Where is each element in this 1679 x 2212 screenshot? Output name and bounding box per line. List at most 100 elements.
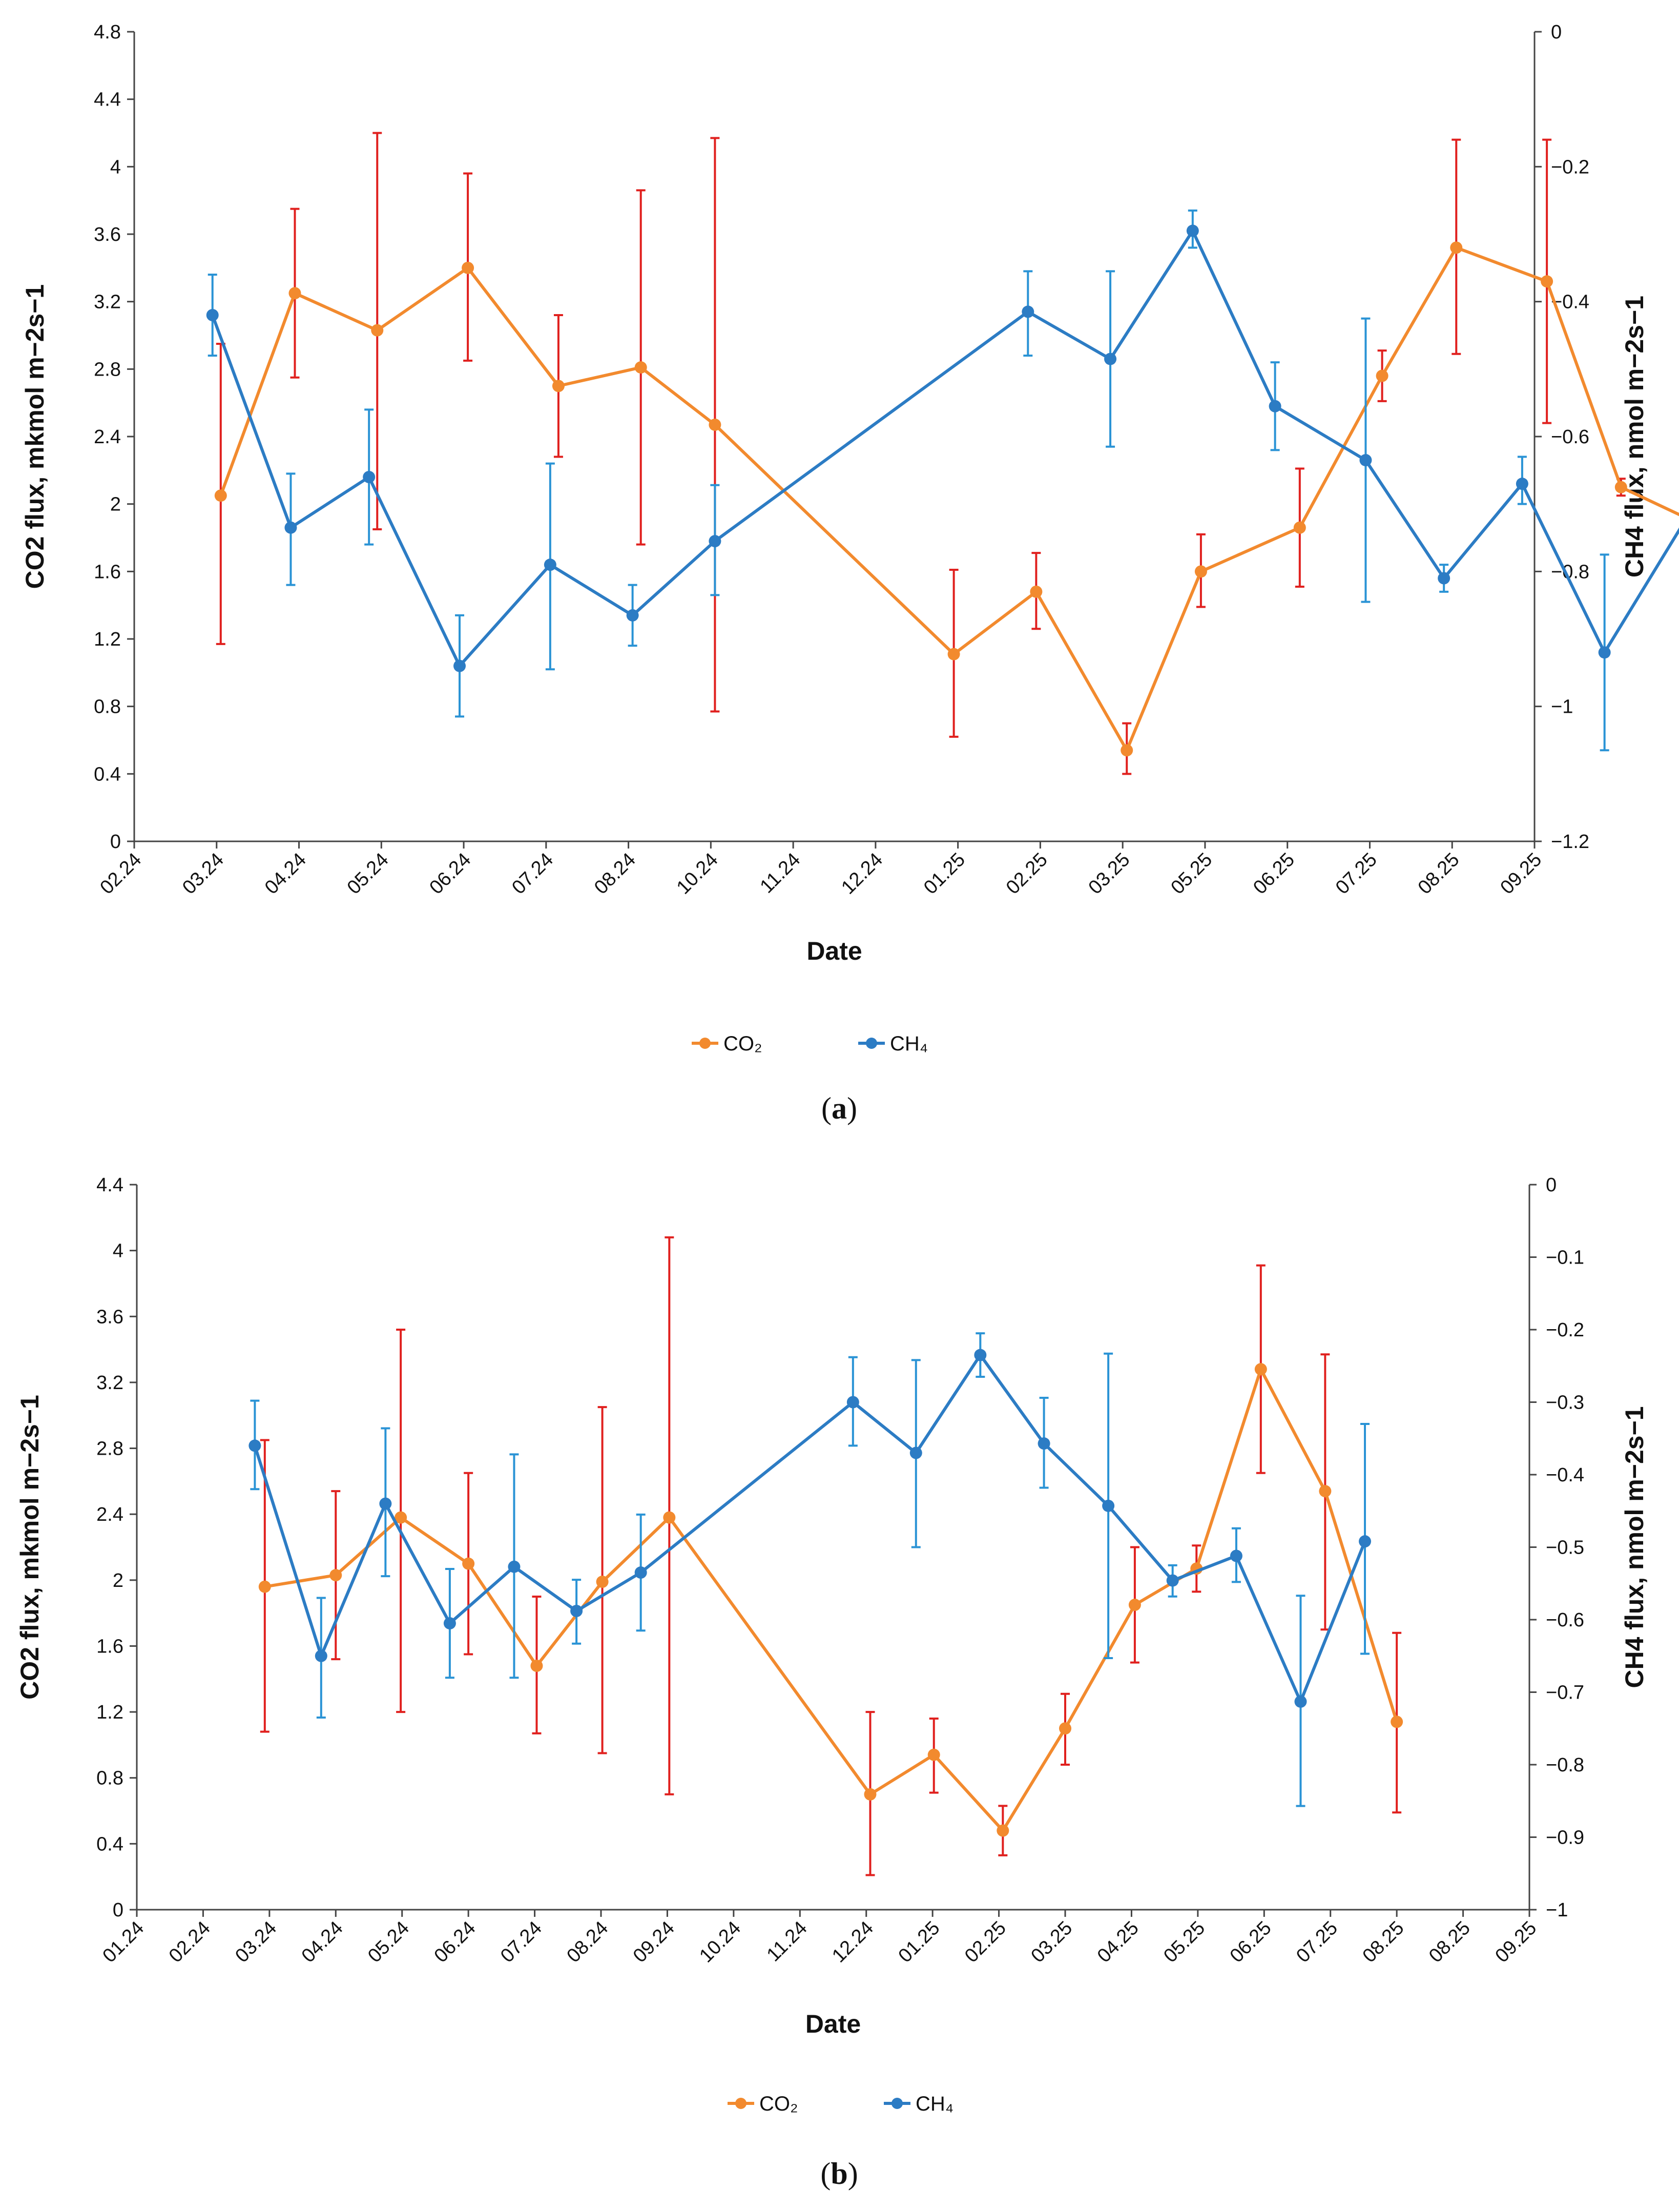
- ch4-data-point: [1022, 305, 1034, 318]
- co2-data-point: [663, 1511, 676, 1524]
- panel-label: (b): [820, 2157, 858, 2190]
- co2-data-point: [1541, 275, 1553, 288]
- left-y-tick-label: 2.4: [94, 426, 121, 448]
- co2-data-point: [371, 324, 384, 337]
- left-y-tick-label: 0: [113, 1899, 123, 1921]
- x-tick-label: 04.24: [298, 1917, 347, 1967]
- co2-data-point: [864, 1788, 877, 1801]
- co2-data-point: [1254, 1363, 1267, 1376]
- right-y-tick-label: −0.2: [1551, 156, 1589, 178]
- x-tick-label: 02.24: [96, 849, 146, 899]
- ch4-data-point: [1516, 478, 1528, 490]
- x-tick-label: 07.24: [496, 1917, 546, 1967]
- right-y-tick-label: −1: [1551, 696, 1573, 718]
- panel-label-close-paren: ): [847, 1091, 857, 1125]
- ch4-data-point: [315, 1649, 327, 1662]
- co2-data-point: [1391, 1715, 1403, 1728]
- ch4-data-point: [846, 1396, 859, 1409]
- ch4-data-point: [508, 1560, 521, 1573]
- left-y-tick-label: 0: [110, 831, 121, 853]
- left-y-tick-label: 1.6: [94, 561, 121, 583]
- right-y-tick-label: 0: [1551, 22, 1562, 43]
- x-tick-label: 10.24: [673, 849, 722, 899]
- panel-label-open-paren: (: [820, 2157, 831, 2190]
- x-tick-label: 02.25: [1002, 849, 1052, 899]
- x-tick-label: 03.24: [231, 1917, 281, 1967]
- left-y-tick-label: 0.8: [94, 696, 121, 718]
- co2-data-point: [258, 1580, 271, 1593]
- co2-data-point: [997, 1824, 1009, 1837]
- co2-data-point: [329, 1569, 342, 1582]
- co2-data-point: [709, 418, 721, 431]
- left-y-tick-label: 4.4: [96, 1174, 123, 1196]
- x-axis-title: Date: [805, 2010, 861, 2038]
- right-y-tick-label: −0.3: [1546, 1392, 1584, 1414]
- left-y-tick-label: 1.2: [96, 1702, 123, 1723]
- x-tick-label: 03.25: [1085, 849, 1134, 899]
- co2-data-point: [1128, 1599, 1141, 1611]
- right-y-tick-label: −0.9: [1546, 1827, 1584, 1849]
- co2-data-point: [1293, 521, 1306, 534]
- ch4-data-point: [1166, 1574, 1179, 1587]
- x-tick-label: 08.24: [590, 849, 640, 899]
- chart-panel-a: 0 0.4 0.8 1.2 1.6 2 2.4 2.8 3.2 3.6 4 4.4 4.8 −1.2 −1 −…: [20, 22, 1679, 1125]
- legend-ch4-swatch-marker: [866, 1038, 877, 1049]
- ch4-data-point: [379, 1497, 392, 1510]
- ch4-data-point: [1186, 224, 1199, 237]
- co2-data-point: [1059, 1722, 1071, 1735]
- ch4-series-line: [253, 1353, 1366, 1703]
- right-y-tick-label: 0: [1546, 1174, 1557, 1196]
- co2-data-point: [1121, 744, 1133, 757]
- x-tick-label: 06.25: [1226, 1917, 1276, 1967]
- ch4-data-point: [544, 559, 556, 571]
- co2-data-point: [1194, 565, 1207, 578]
- x-tick-label: 07.24: [508, 849, 557, 899]
- left-y-axis-title: CO2 flux, mkmol m−2s−1: [20, 284, 49, 589]
- x-tick-label: 08.24: [563, 1917, 612, 1967]
- x-tick-label: 01.24: [98, 1917, 148, 1967]
- legend-co2-label: CO₂: [759, 2093, 798, 2115]
- ch4-data-point: [363, 471, 376, 483]
- x-axis-title: Date: [806, 937, 862, 965]
- ch4-series-line: [211, 229, 1679, 668]
- co2-data-point: [1376, 369, 1388, 382]
- ch4-data-point: [443, 1617, 456, 1630]
- x-tick-label: 03.25: [1027, 1917, 1076, 1967]
- co2-data-point: [552, 380, 565, 392]
- ch4-data-point: [453, 659, 466, 672]
- x-tick-label: 04.25: [1093, 1917, 1143, 1967]
- ch4-data-point: [1104, 353, 1117, 365]
- ch4-data-point: [248, 1439, 261, 1452]
- left-y-tick-label: 2: [113, 1570, 123, 1591]
- legend-co2-swatch-marker: [735, 2098, 747, 2109]
- ch4-data-point: [909, 1446, 922, 1459]
- x-tick-label: 08.25: [1414, 849, 1464, 899]
- x-tick-label: 02.24: [165, 1917, 215, 1967]
- co2-data-point: [596, 1576, 609, 1588]
- panel-label-letter: b: [831, 2157, 847, 2190]
- x-tick-label: 09.25: [1496, 849, 1546, 899]
- ch4-data-point: [206, 309, 219, 321]
- x-tick-label: 08.25: [1425, 1917, 1475, 1967]
- panel-label: (a): [821, 1091, 857, 1125]
- x-tick-label: 03.24: [178, 849, 228, 899]
- co2-data-point: [1030, 585, 1043, 598]
- left-y-tick-label: 2.4: [96, 1504, 123, 1525]
- left-y-tick-label: 0.8: [96, 1768, 123, 1789]
- left-y-tick-label: 3.2: [96, 1372, 123, 1394]
- co2-data-point: [530, 1660, 543, 1672]
- right-y-tick-label: −0.8: [1546, 1754, 1584, 1776]
- co2-data-point: [634, 361, 647, 374]
- right-y-tick-label: −0.6: [1546, 1609, 1584, 1631]
- ch4-data-point: [1359, 454, 1372, 467]
- left-y-tick-label: 4.8: [94, 22, 121, 43]
- chart-panel-b: 0 0.4 0.8 1.2 1.6 2 2.4 2.8 3.2 3.6 4 4.4 −1 −0.9 −0.8…: [15, 1174, 1649, 2190]
- right-y-tick-label: −1.2: [1551, 831, 1589, 853]
- right-y-tick-label: −0.4: [1546, 1464, 1584, 1486]
- ch4-data-point: [1230, 1549, 1242, 1562]
- left-y-tick-label: 4: [110, 156, 121, 178]
- x-tick-label: 01.25: [920, 849, 969, 899]
- x-tick-label: 09.24: [629, 1917, 679, 1967]
- left-y-tick-label: 0.4: [96, 1833, 123, 1855]
